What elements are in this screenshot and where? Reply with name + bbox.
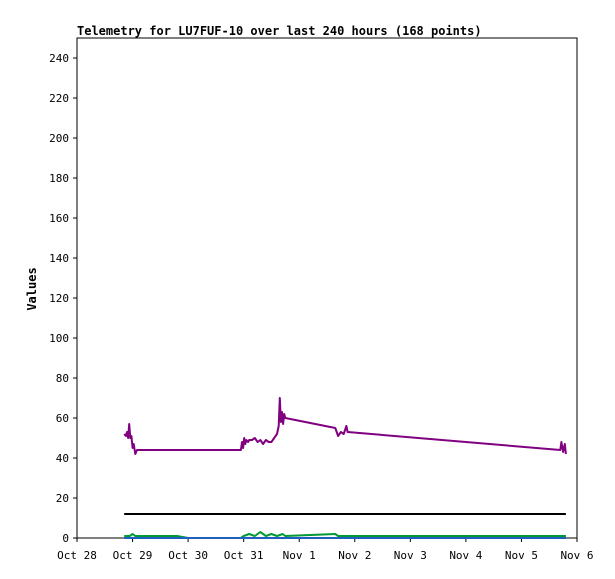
y-axis-label: Values	[25, 267, 39, 310]
y-tick-label: 120	[49, 292, 69, 305]
x-tick-label: Oct 31	[224, 549, 264, 562]
y-axis: 0 20 40 60 80 100 120 140 160 180 200 220 240	[49, 52, 77, 545]
x-tick-label: Oct 28	[57, 549, 97, 562]
series-line-1	[123, 397, 567, 455]
y-tick-label: 160	[49, 212, 69, 225]
y-tick-label: 20	[56, 492, 69, 505]
x-tick-label: Oct 29	[113, 549, 153, 562]
x-tick-label: Nov 5	[505, 549, 538, 562]
x-tick-label: Nov 3	[394, 549, 427, 562]
y-tick-label: 140	[49, 252, 69, 265]
y-tick-label: 60	[56, 412, 69, 425]
x-tick-label: Nov 6	[560, 549, 593, 562]
x-tick-label: Nov 2	[338, 549, 371, 562]
x-axis: Oct 28 Oct 29 Oct 30 Oct 31 Nov 1 Nov 2 Nov 3 N…	[57, 538, 594, 562]
series-line-3	[124, 531, 566, 539]
y-tick-label: 0	[62, 532, 69, 545]
x-tick-label: Nov 1	[283, 549, 316, 562]
x-tick-label: Nov 4	[449, 549, 482, 562]
y-tick-label: 220	[49, 92, 69, 105]
series-layer	[123, 397, 567, 539]
plot-frame	[76, 37, 578, 539]
y-tick-label: 40	[56, 452, 69, 465]
chart-title: Telemetry for LU7FUF-10 over last 240 ho…	[77, 24, 482, 38]
y-tick-label: 240	[49, 52, 69, 65]
y-tick-label: 180	[49, 172, 69, 185]
y-tick-label: 80	[56, 372, 69, 385]
y-tick-label: 100	[49, 332, 69, 345]
y-tick-label: 200	[49, 132, 69, 145]
x-tick-label: Oct 30	[168, 549, 208, 562]
